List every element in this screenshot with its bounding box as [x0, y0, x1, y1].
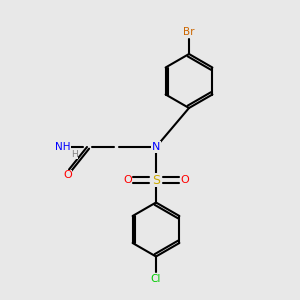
Text: H: H: [71, 150, 77, 159]
Text: NH: NH: [55, 142, 71, 152]
Text: O: O: [123, 175, 132, 185]
Text: O: O: [180, 175, 189, 185]
Text: S: S: [152, 173, 160, 187]
Text: Cl: Cl: [151, 274, 161, 284]
Text: O: O: [63, 170, 72, 181]
Text: N: N: [152, 142, 160, 152]
Text: Br: Br: [183, 27, 195, 38]
